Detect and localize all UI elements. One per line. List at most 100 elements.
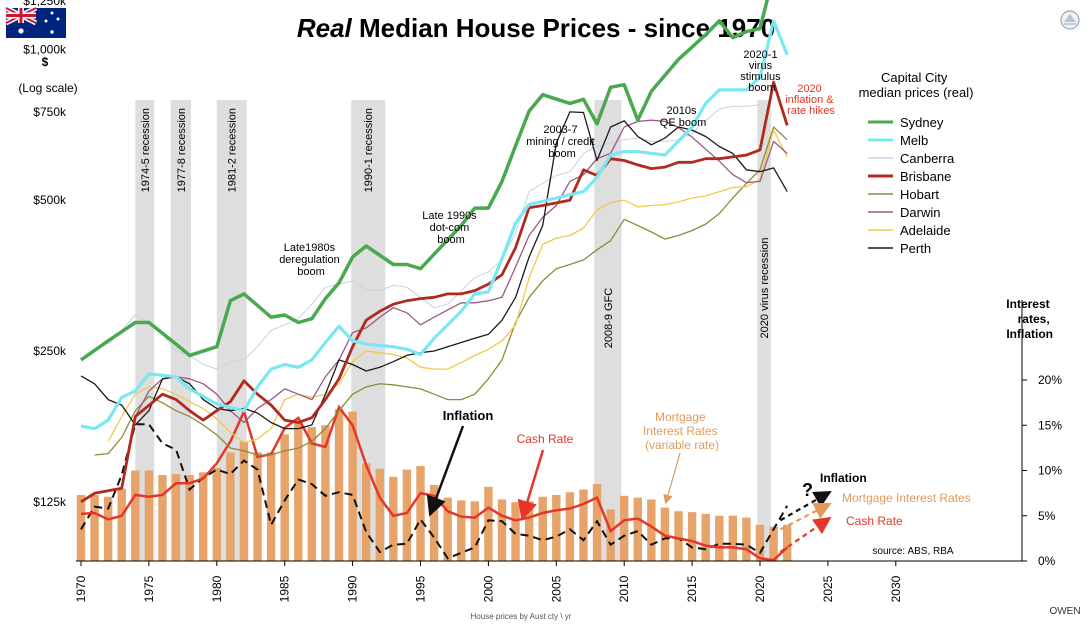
title-rest: Median House Prices - since 1970 bbox=[352, 13, 775, 43]
x-axis-ticks: 1970 1975 1980 1985 1990 1995 2000 2005 2010 2015… bbox=[74, 561, 903, 602]
mortgage-rate-bar-1978 bbox=[185, 475, 194, 561]
mortgage-rate-bar-1972 bbox=[103, 496, 113, 561]
left-tick-label-125000: $125k bbox=[33, 495, 67, 509]
mortgage-rate-bar-1998 bbox=[457, 500, 466, 561]
mortgage-rate-bar-1976 bbox=[158, 475, 167, 561]
mortgage-rate-bar-1981 bbox=[226, 452, 235, 561]
annotation-qe-boom: 2010s QE boom bbox=[660, 105, 706, 129]
series-line-brisbane bbox=[80, 80, 789, 503]
mortgage-rate-bar-1971 bbox=[90, 494, 99, 561]
right-tick-label-15: 15% bbox=[1038, 418, 1062, 432]
right-axis-title: Interest rates, Inflation bbox=[1006, 297, 1053, 341]
footer-right: OWEN bbox=[1049, 606, 1080, 617]
recession-band-2020-virus-recession bbox=[757, 100, 771, 561]
x-tick-label-2030: 2030 bbox=[889, 575, 903, 602]
chart-title: Real Median House Prices - since 1970 bbox=[297, 13, 775, 43]
legend-label-darwin: Darwin bbox=[900, 205, 940, 220]
x-tick-label-2015: 2015 bbox=[685, 575, 699, 602]
projection-label-cash-rate: Cash Rate bbox=[846, 514, 903, 528]
mortgage-rate-bar-1996 bbox=[429, 484, 439, 561]
legend-label-brisbane: Brisbane bbox=[900, 169, 951, 184]
annotation-mortgage-rates: Mortgage Interest Rates (variable rate) bbox=[643, 410, 721, 452]
recession-bands: 1974-5 recession 1977-8 recession 1981-2 r… bbox=[135, 100, 771, 561]
left-axis-ticks: $1,500k$1,250k$1,000k$750k$500k$250k$125… bbox=[23, 0, 67, 509]
mortgage-rate-bar-2022 bbox=[782, 524, 792, 561]
mortgage-rate-bar-1979 bbox=[199, 472, 208, 561]
series-line-canberra bbox=[107, 104, 761, 370]
x-tick-label-1990: 1990 bbox=[346, 575, 360, 602]
x-tick-label-1980: 1980 bbox=[210, 575, 224, 602]
mortgage-rate-bar-2004 bbox=[538, 496, 547, 561]
recession-band-1974-5-recession bbox=[135, 100, 155, 561]
recession-band-1977-8-recession bbox=[170, 100, 191, 561]
x-tick-label-1970: 1970 bbox=[74, 575, 88, 602]
projection-label-inflation: Inflation bbox=[820, 471, 867, 485]
mortgage-rate-bar-2016 bbox=[701, 513, 710, 561]
mortgage-rate-bar-2002 bbox=[511, 502, 520, 561]
mortgage-rate-bar-1977 bbox=[171, 474, 181, 561]
mortgage-rate-bar-1995 bbox=[416, 465, 425, 561]
right-tick-label-20: 20% bbox=[1038, 373, 1062, 387]
left-tick-label-500000: $500k bbox=[33, 193, 67, 207]
legend: Sydney Melb Canberra Brisbane Hobart Darwin Ad… bbox=[868, 115, 955, 256]
mortgage-rate-bar-1982 bbox=[239, 441, 249, 561]
recession-label-2008-9-gfc: 2008-9 GFC bbox=[603, 288, 615, 349]
x-tick-label-2005: 2005 bbox=[549, 575, 563, 602]
mortgage-rate-bar-1991 bbox=[361, 463, 371, 561]
annotation-deregulation-boom: Late1980s deregulation boom bbox=[279, 242, 343, 278]
mortgage-rate-bar-2015 bbox=[687, 512, 697, 561]
inflation-arrow bbox=[426, 425, 465, 517]
mortgage-rate-bar-2020 bbox=[755, 524, 765, 561]
mortgage-rate-bar-1980 bbox=[212, 467, 221, 561]
mortgage-rate-bar-1999 bbox=[470, 501, 480, 561]
inflation-line bbox=[80, 423, 789, 560]
series-line-melb bbox=[80, 19, 789, 431]
footer-center: House prices by Aust cty \ yr bbox=[471, 612, 572, 621]
mortgage-rate-arrow bbox=[663, 452, 681, 505]
mortgage-rate-bar-1974 bbox=[131, 470, 140, 561]
legend-label-sydney: Sydney bbox=[900, 115, 944, 130]
annotation-dotcom-boom: Late 1990s dot-com boom bbox=[422, 210, 480, 246]
left-tick-label-1250000: $1,250k bbox=[23, 0, 67, 8]
mortgage-rate-bars bbox=[76, 408, 792, 561]
left-axis-note: (Log scale) bbox=[18, 81, 77, 95]
recession-label-1977-8-recession: 1977-8 recession bbox=[176, 108, 188, 192]
mortgage-rate-bar-2005 bbox=[552, 494, 561, 561]
logo-icon bbox=[1060, 10, 1080, 30]
recession-label-1990-1-recession: 1990-1 recession bbox=[363, 108, 375, 192]
projection-question-mark: ? bbox=[802, 480, 813, 500]
mortgage-rate-bar-2003 bbox=[524, 501, 534, 561]
mortgage-rate-bar-2012 bbox=[647, 499, 656, 561]
mortgage-rate-bar-2017 bbox=[715, 515, 724, 561]
recession-label-1981-2-recession: 1981-2 recession bbox=[227, 108, 239, 192]
right-tick-label-0: 0% bbox=[1038, 554, 1056, 568]
annotation-stimulus-boom: 2020-1 virus stimulus boom bbox=[740, 49, 783, 94]
x-tick-label-2020: 2020 bbox=[753, 575, 767, 602]
legend-title: Capital City median prices (real) bbox=[859, 70, 974, 100]
mortgage-rate-bar-1984 bbox=[266, 452, 276, 561]
x-tick-label-1985: 1985 bbox=[278, 575, 292, 602]
projection-arrows bbox=[779, 490, 832, 553]
mortgage-rate-bar-2009 bbox=[606, 509, 615, 561]
mortgage-rate-bar-1987 bbox=[307, 427, 317, 561]
recession-label-2020-virus-recession: 2020 virus recession bbox=[759, 238, 771, 339]
x-tick-label-1995: 1995 bbox=[414, 575, 428, 602]
mortgage-rate-bar-2001 bbox=[497, 499, 507, 561]
mortgage-rate-bar-1997 bbox=[443, 497, 452, 561]
mortgage-rate-bar-1994 bbox=[402, 469, 412, 561]
series-line-hobart bbox=[94, 126, 788, 456]
right-tick-label-5: 5% bbox=[1038, 509, 1056, 523]
mortgage-rate-bar-1990 bbox=[348, 411, 357, 561]
legend-label-melb: Melb bbox=[900, 133, 928, 148]
x-tick-label-2000: 2000 bbox=[481, 575, 495, 602]
mortgage-rate-bar-1973 bbox=[117, 488, 126, 561]
series-lines bbox=[79, 0, 789, 562]
legend-label-adelaide: Adelaide bbox=[900, 223, 951, 238]
projection-arrow-cash-rate bbox=[779, 516, 832, 553]
mortgage-rate-bar-2019 bbox=[742, 517, 751, 561]
x-tick-label-1975: 1975 bbox=[142, 575, 156, 602]
recession-label-1974-5-recession: 1974-5 recession bbox=[140, 108, 152, 192]
x-tick-label-2025: 2025 bbox=[821, 575, 835, 602]
australian-flag-icon bbox=[4, 5, 66, 38]
